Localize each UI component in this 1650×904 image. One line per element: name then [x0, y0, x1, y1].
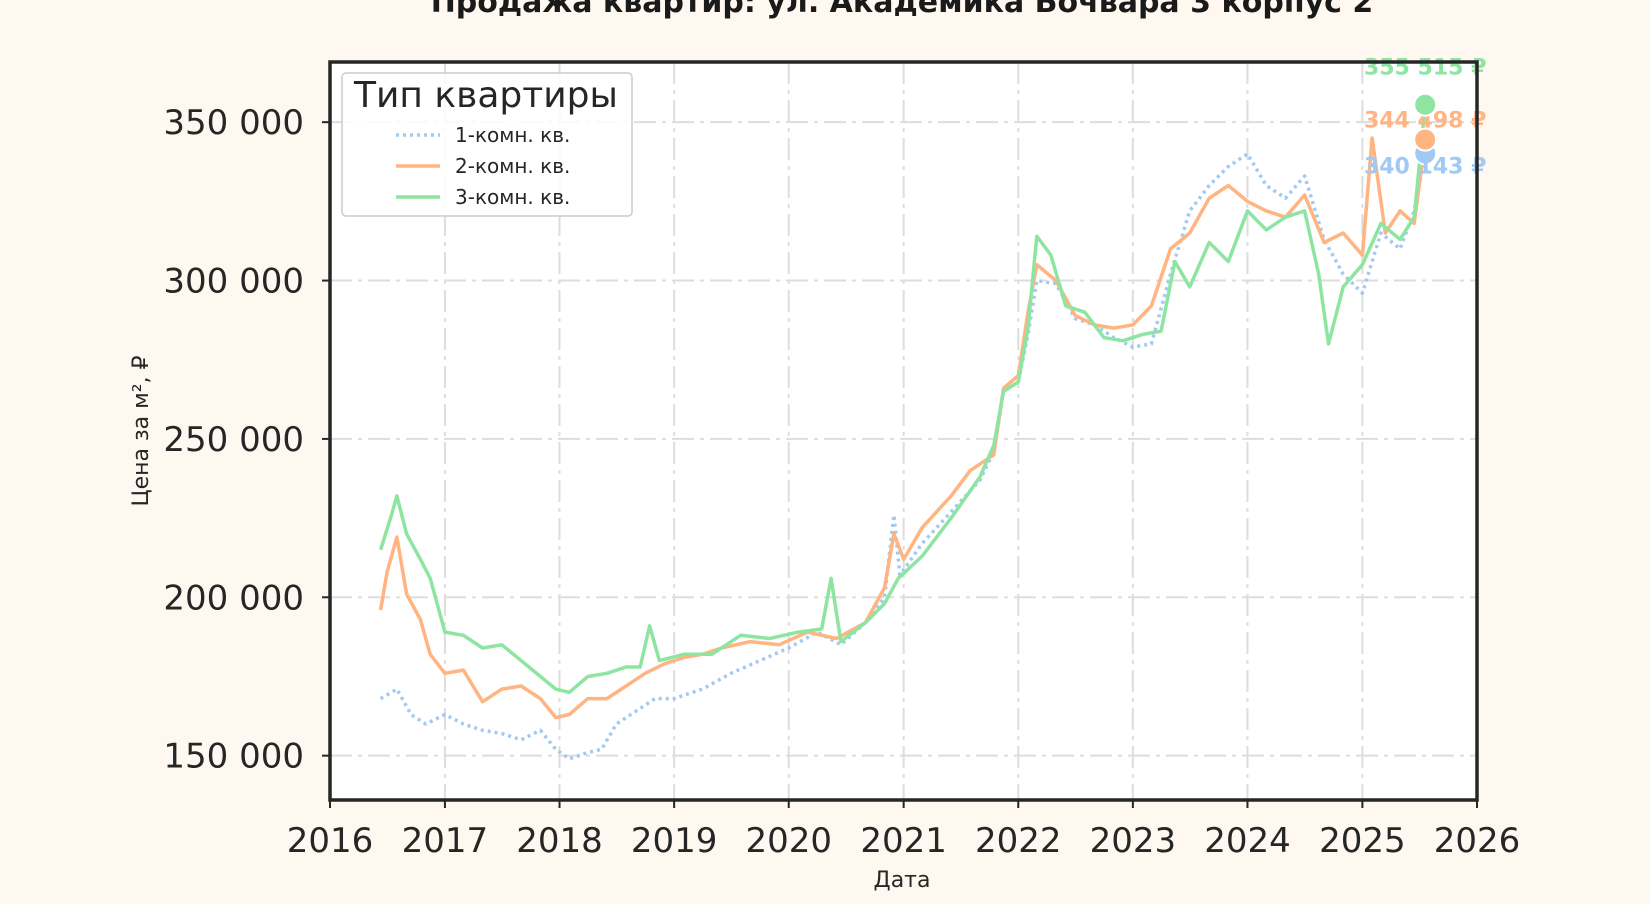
- chart-title: Продажа квартир: ул. Академика Бочвара 3…: [431, 0, 1374, 20]
- series-line: [379, 152, 1427, 761]
- legend-label: 2-комн. кв.: [455, 154, 570, 178]
- legend: Тип квартиры 1-комн. кв. 2-комн. кв. 3-ком…: [341, 72, 633, 217]
- legend-label: 1-комн. кв.: [455, 123, 570, 147]
- legend-title: Тип квартиры: [353, 75, 618, 116]
- y-axis-ticks: 150 000 200 000 250 000 300 000 350 000: [163, 103, 330, 777]
- x-tick-label: 2023: [1090, 821, 1177, 861]
- series-end-label: 355 515 ₽: [1364, 56, 1486, 81]
- series-lines: [378, 104, 1427, 761]
- x-tick-label: 2017: [402, 821, 489, 861]
- series-end-point: [1413, 92, 1438, 117]
- x-tick-label: 2024: [1204, 821, 1291, 861]
- series-endpoints: 340 143 ₽344 498 ₽355 515 ₽: [1364, 56, 1486, 180]
- legend-label: 3-комн. кв.: [455, 185, 570, 209]
- y-tick-label: 200 000: [163, 578, 304, 618]
- x-tick-label: 2022: [975, 821, 1062, 861]
- x-tick-label: 2018: [516, 821, 603, 861]
- x-tick-label: 2025: [1319, 821, 1406, 861]
- x-tick-label: 2019: [631, 821, 718, 861]
- x-tick-label: 2021: [860, 821, 947, 861]
- x-axis-title: Дата: [874, 868, 931, 893]
- legend-entries: 1-комн. кв. 2-комн. кв. 3-комн. кв.: [396, 123, 570, 209]
- series-end-label: 340 143 ₽: [1364, 154, 1486, 179]
- grid: [329, 62, 1478, 800]
- x-tick-label: 2016: [287, 821, 374, 861]
- series-line: [378, 136, 1427, 720]
- y-tick-label: 350 000: [163, 103, 304, 143]
- y-tick-label: 300 000: [163, 262, 304, 302]
- x-tick-label: 2020: [745, 821, 832, 861]
- series-end-point: [1413, 127, 1438, 152]
- x-tick-label: 2026: [1434, 821, 1521, 861]
- y-tick-label: 150 000: [163, 737, 304, 777]
- y-axis-title: Цена за м², ₽: [129, 355, 154, 506]
- legend-box: [341, 72, 633, 217]
- y-tick-label: 250 000: [163, 420, 304, 460]
- series-line: [378, 104, 1427, 695]
- x-axis-ticks: 2016 2017 2018 2019 2020 2021 2022 2023 2024 2025…: [287, 800, 1521, 861]
